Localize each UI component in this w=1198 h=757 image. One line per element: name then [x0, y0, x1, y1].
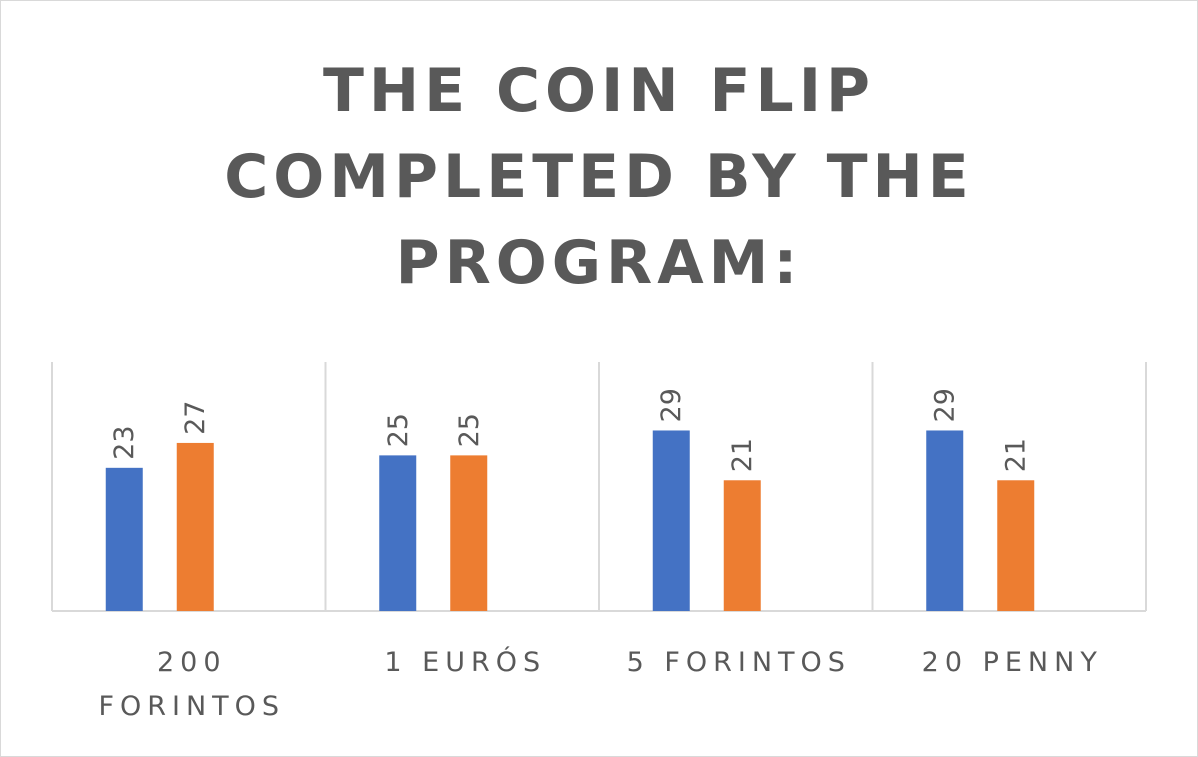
bar-series-1-1	[105, 467, 143, 611]
bar-series-2-4	[997, 480, 1035, 611]
category-label-3: 5 FORINTOS	[627, 647, 851, 678]
chart-title: THE COIN FLIP COMPLETED BY THE PROGRAM:	[0, 48, 1198, 306]
category-label-4: 20 PENNY	[922, 647, 1103, 678]
bar-series-1-4	[926, 430, 964, 611]
bar-series-2-2	[450, 455, 488, 611]
chart-title-line-3: PROGRAM:	[395, 228, 803, 298]
chart-title-line-2: COMPLETED BY THE	[224, 142, 974, 212]
data-label-series-1-2: 25	[383, 413, 414, 447]
bar-series-2-3	[723, 480, 761, 611]
data-label-series-1-3: 29	[656, 388, 687, 422]
bar-series-1-2	[379, 455, 417, 611]
data-label-series-1-4: 29	[930, 388, 961, 422]
category-label-1-line-2: FORINTOS	[98, 691, 285, 722]
data-label-series-2-2: 25	[454, 413, 485, 447]
category-label-2: 1 EURÓS	[384, 646, 546, 678]
bar-series-1-3	[652, 430, 690, 611]
data-label-series-2-3: 21	[727, 438, 758, 472]
data-label-series-1-1: 23	[109, 425, 140, 459]
data-label-series-2-4: 21	[1001, 438, 1032, 472]
bar-series-2-1	[176, 442, 214, 611]
chart-title-line-1: THE COIN FLIP	[322, 56, 875, 126]
category-label-1-line-1: 200	[157, 647, 227, 678]
data-label-series-2-1: 27	[180, 401, 211, 435]
